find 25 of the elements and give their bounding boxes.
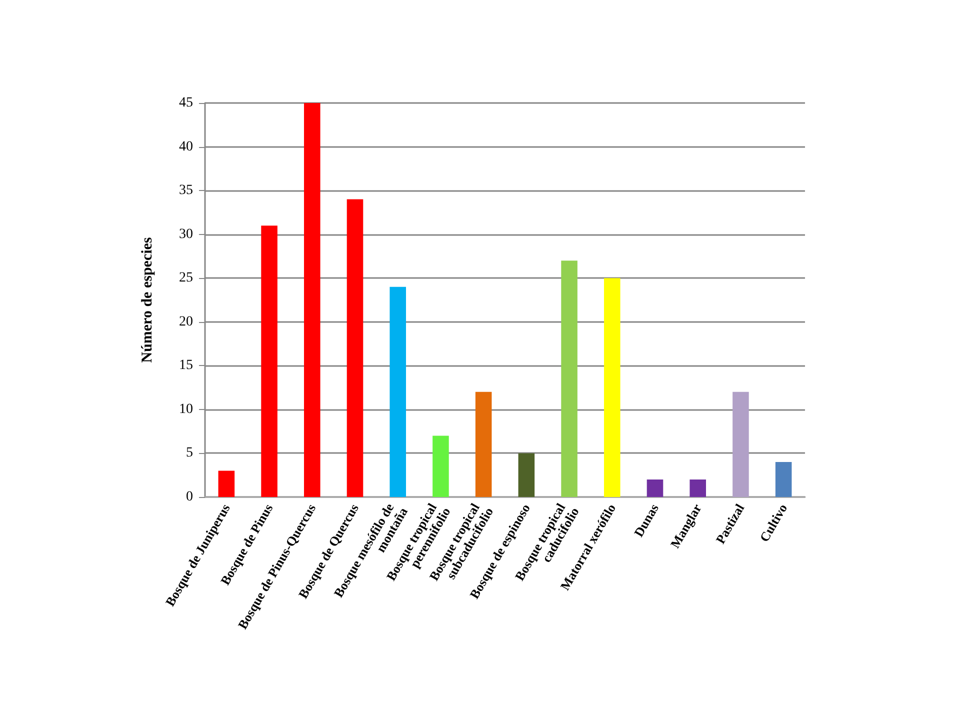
bar (604, 278, 620, 497)
y-tick-label: 15 (179, 358, 193, 374)
y-tick-label: 30 (179, 226, 193, 242)
bar (690, 479, 706, 497)
bar (346, 199, 364, 497)
y-tick-label: 10 (179, 402, 193, 417)
bar (646, 479, 664, 497)
bar (775, 462, 792, 497)
bar (304, 103, 320, 497)
y-tick-label: 25 (179, 270, 193, 286)
y-tick-label: 5 (186, 446, 193, 461)
bar (732, 392, 749, 497)
bar (218, 470, 235, 497)
bar (561, 260, 578, 497)
y-tick-label: 0 (186, 490, 193, 504)
bar (518, 453, 535, 497)
y-tick-label: 20 (179, 314, 193, 330)
bar (390, 286, 406, 497)
y-axis-title: Número de especies (140, 237, 156, 363)
bar (475, 392, 492, 497)
y-tick-label: 40 (179, 139, 193, 154)
bar (432, 436, 449, 497)
bar (261, 226, 278, 497)
y-tick-label: 35 (179, 183, 193, 198)
y-tick-label: 45 (179, 96, 193, 110)
